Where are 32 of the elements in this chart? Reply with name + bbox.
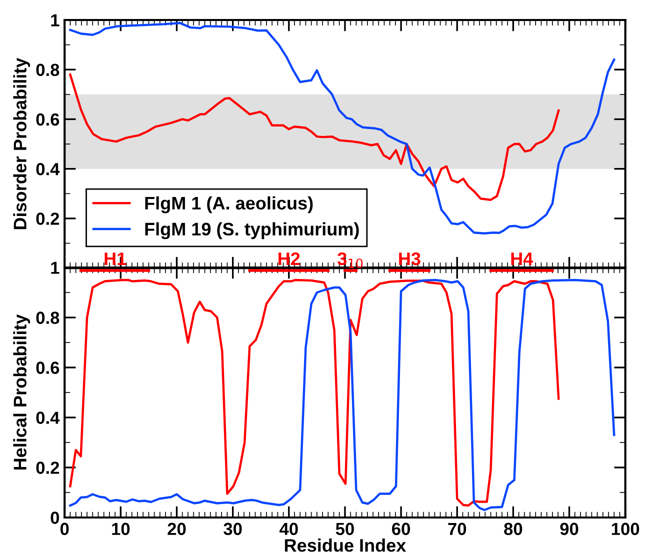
annotation: H1: [104, 252, 126, 266]
y-axis-title: Disorder Probability: [13, 58, 30, 230]
x-tick-label: 90: [560, 522, 578, 536]
annotation: 3$_{10}$: [338, 252, 363, 268]
annotation: H2: [278, 252, 300, 266]
y-tick-label: 0.6: [36, 113, 60, 126]
y-tick-label: 1: [51, 14, 60, 26]
x-tick-label: 60: [392, 522, 410, 536]
y-tick-label: 1: [51, 262, 60, 274]
y-tick-label: 0: [50, 512, 60, 524]
annotation: H3: [399, 252, 420, 266]
y-tick-label: 0.2: [36, 212, 60, 225]
x-tick-label: 10: [112, 522, 130, 536]
x-tick-label: 70: [448, 522, 466, 536]
y-tick-label: 0.8: [36, 312, 60, 324]
y-axis-title: Helical Probability: [13, 314, 30, 470]
x-tick-label: 50: [336, 522, 354, 536]
x-tick-label: 100: [612, 522, 640, 536]
y-tick-label: 0.8: [36, 64, 60, 76]
legend-label: FlgM 19 (S. typhimurium): [145, 222, 359, 240]
x-tick-label: 80: [504, 522, 522, 536]
y-tick-label: 0.2: [36, 462, 60, 474]
x-tick-label: 0: [60, 522, 69, 536]
x-tick-label: 20: [168, 522, 186, 536]
x-tick-label: 40: [280, 522, 298, 536]
y-tick-label: 0.6: [36, 362, 60, 374]
x-tick-label: 30: [224, 522, 242, 536]
y-tick-label: 0.4: [36, 163, 60, 176]
annotation: H4: [511, 252, 534, 266]
y-tick-label: 0.4: [36, 412, 60, 424]
legend-label: FlgM 1 (A. aeolicus): [145, 196, 313, 214]
x-axis-title: Residue Index: [284, 538, 406, 552]
